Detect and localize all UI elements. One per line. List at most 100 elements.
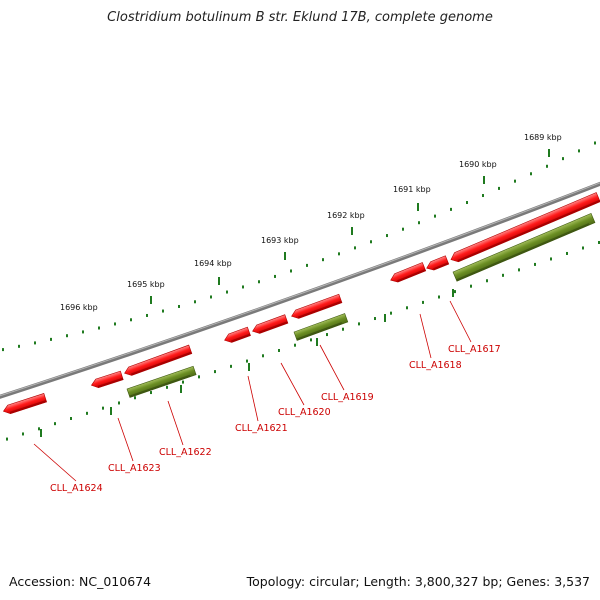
scale-tick (166, 385, 168, 389)
scale-label: 1695 kbp (127, 280, 165, 289)
scale-tick (242, 285, 244, 289)
scale-tick (454, 290, 456, 294)
scale-tick (550, 257, 552, 261)
gene-CLL_A1623[interactable] (90, 370, 124, 389)
scale-tick (2, 348, 4, 352)
scale-label: 1694 kbp (194, 259, 232, 268)
gene-CLL_A1617[interactable] (449, 192, 600, 264)
scale-major-tick (110, 407, 112, 415)
scale-tick (134, 396, 136, 400)
scale-tick (230, 364, 232, 368)
scale-tick (470, 284, 472, 288)
scale-tick (210, 295, 212, 299)
scale-major-tick (284, 252, 286, 260)
scale-tick (150, 391, 152, 395)
scale-tick (322, 258, 324, 262)
scale-label: 1692 kbp (327, 211, 365, 220)
scale-tick (402, 227, 404, 231)
gene-label[interactable]: CLL_A1619 (321, 392, 374, 403)
scale-tick (326, 333, 328, 337)
gene-label[interactable]: CLL_A1624 (50, 483, 103, 494)
scale-tick (482, 194, 484, 198)
scale-major-tick (548, 149, 550, 157)
gene-CLL_A1622-fwd[interactable] (123, 344, 193, 377)
gene-label[interactable]: CLL_A1620 (278, 407, 331, 418)
scale-label: 1696 kbp (60, 303, 98, 312)
gene-label[interactable]: CLL_A1621 (235, 423, 288, 434)
gene-features (2, 192, 600, 415)
scale-tick (546, 164, 548, 168)
scale-tick (562, 157, 564, 161)
scale-tick (338, 252, 340, 256)
gene-label[interactable]: CLL_A1617 (448, 344, 501, 355)
scale-tick (310, 338, 312, 342)
scale-label: 1691 kbp (393, 185, 431, 194)
scale-tick (50, 337, 52, 341)
scale-label: 1690 kbp (459, 160, 497, 169)
scale-tick (98, 326, 100, 330)
scale-tick (66, 334, 68, 338)
scale-tick (466, 201, 468, 205)
scale-major-tick (180, 385, 182, 393)
scale-tick (582, 246, 584, 250)
scale-tick (450, 207, 452, 211)
scale-tick (438, 295, 440, 299)
scale-tick (182, 380, 184, 384)
scale-major-tick (150, 296, 152, 304)
scale-tick (502, 273, 504, 277)
genome-backbone-highlight (0, 182, 600, 397)
scale-tick (6, 437, 8, 441)
gene-CLL_A1622[interactable] (126, 365, 197, 398)
gene-CLL_A1619[interactable] (293, 313, 349, 341)
scale-tick (390, 311, 392, 315)
gene-CLL_A1624[interactable] (2, 393, 48, 415)
gene-CLL_A1619-fwd[interactable] (290, 293, 343, 320)
scale-tick (198, 375, 200, 379)
scale-tick (130, 318, 132, 322)
scale-tick (262, 354, 264, 358)
scale-tick (118, 401, 120, 405)
gene-label[interactable]: CLL_A1622 (159, 447, 212, 458)
scale-major-tick (218, 277, 220, 285)
scale-tick (162, 309, 164, 313)
gene-CLL_A1617-rev[interactable] (452, 212, 596, 282)
scale-major-tick (417, 203, 419, 211)
scale-tick (294, 343, 296, 347)
gene-label[interactable]: CLL_A1623 (108, 463, 161, 474)
accession-label: Accession: NC_010674 (9, 574, 152, 589)
scale-tick (102, 406, 104, 410)
scale-tick (370, 240, 372, 244)
scale-tick (178, 304, 180, 308)
scale-tick (358, 322, 360, 326)
scale-tick (406, 306, 408, 310)
gene-CLL_A1620[interactable] (251, 314, 289, 336)
scale-tick (226, 290, 228, 294)
gene-CLL_A1621[interactable] (223, 326, 251, 344)
callout-line (167, 400, 184, 446)
callout-line (319, 344, 345, 391)
map-title: Clostridium botulinum B str. Eklund 17B,… (107, 10, 493, 25)
scale-tick (534, 262, 536, 266)
genome-summary: Topology: circular; Length: 3,800,327 bp… (246, 574, 590, 589)
callout-line (33, 443, 77, 482)
scale-tick (386, 234, 388, 238)
scale-tick (518, 268, 520, 272)
scale-major-tick (40, 429, 42, 437)
scale-tick (214, 370, 216, 374)
gene-label[interactable]: CLL_A1618 (409, 360, 462, 371)
inner-scale-ticks (6, 240, 600, 441)
scale-tick (114, 322, 116, 326)
scale-tick (530, 172, 532, 176)
gene-CLL_A1618b[interactable] (425, 255, 450, 273)
scale-tick (498, 186, 500, 190)
scale-tick (290, 269, 292, 273)
scale-tick (486, 279, 488, 283)
scale-tick (246, 359, 248, 363)
scale-tick (434, 214, 436, 218)
scale-tick (22, 432, 24, 436)
scale-tick (354, 246, 356, 250)
scale-label: 1693 kbp (261, 236, 299, 245)
gene-CLL_A1618[interactable] (389, 262, 427, 285)
scale-tick (306, 263, 308, 267)
